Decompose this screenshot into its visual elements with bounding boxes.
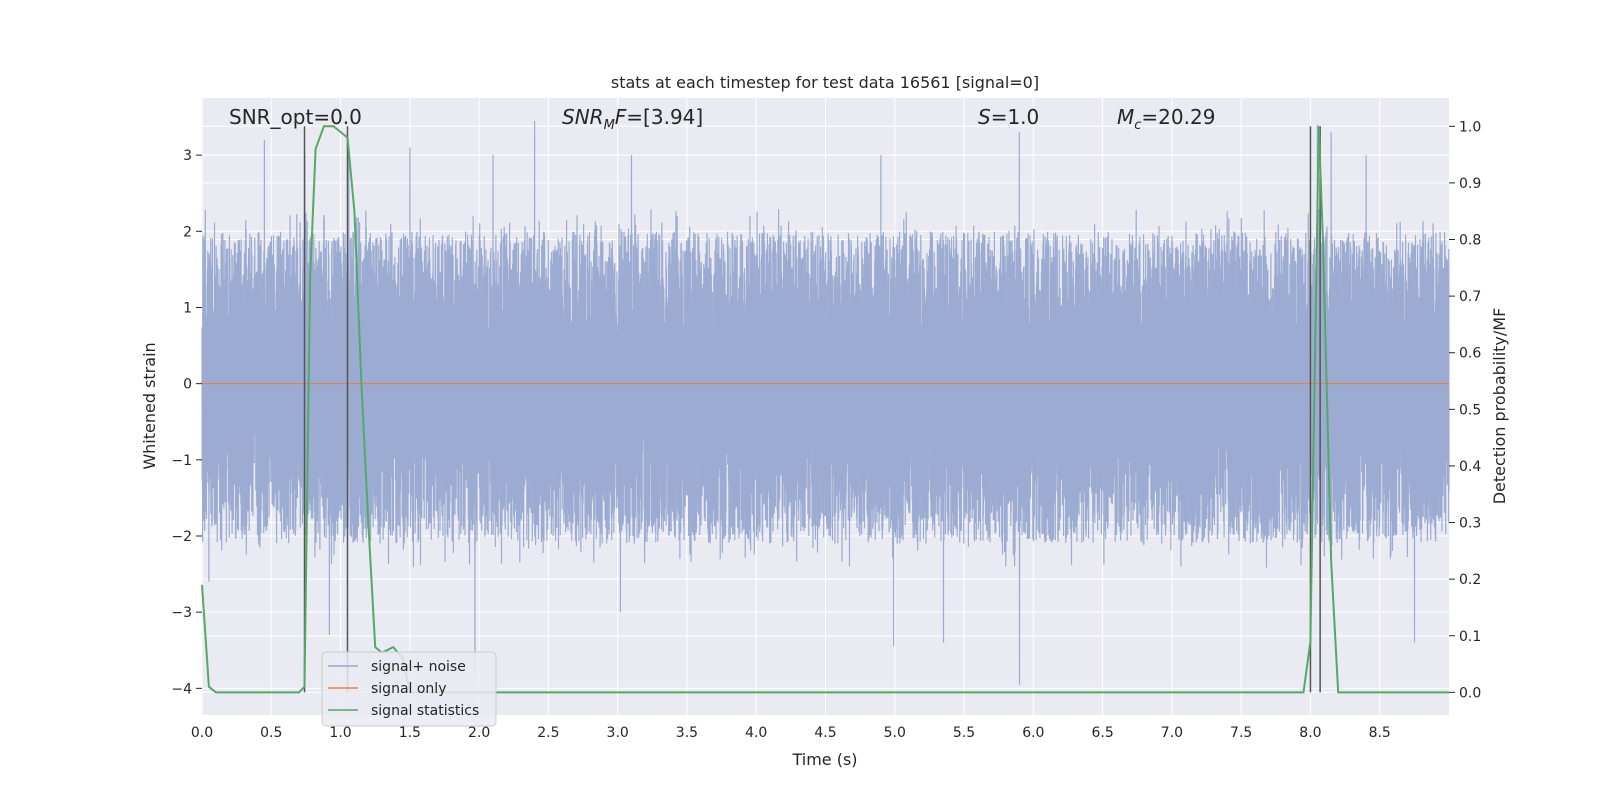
x-tick-label: 3.5 <box>676 725 698 741</box>
y2-tick-label: 0.6 <box>1459 346 1481 362</box>
x-tick-label: 6.0 <box>1022 725 1044 741</box>
y2-tick-label: 1.0 <box>1459 119 1481 135</box>
x-tick-label: 2.0 <box>468 725 490 741</box>
y2-tick-label: 0.0 <box>1459 685 1481 701</box>
legend-label-signal: signal only <box>371 681 446 697</box>
x-tick-label: 1.0 <box>329 725 351 741</box>
legend: signal+ noise signal only signal statist… <box>321 651 497 727</box>
x-tick-label: 0.5 <box>260 725 282 741</box>
y-axis-ticks: −4 −3 −2 −1 0 1 2 3 <box>171 148 202 697</box>
x-tick-label: 6.5 <box>1091 725 1113 741</box>
y-tick-label: −4 <box>171 681 192 697</box>
y-tick-label: 0 <box>183 377 192 393</box>
x-tick-label: 0.0 <box>191 725 213 741</box>
x-tick-label: 8.5 <box>1369 725 1391 741</box>
y-tick-label: 2 <box>183 224 192 240</box>
y2-tick-label: 0.1 <box>1459 629 1481 645</box>
chart-title: stats at each timestep for test data 165… <box>611 73 1039 92</box>
x-tick-label: 5.0 <box>884 725 906 741</box>
y-tick-label: 1 <box>183 300 192 316</box>
y2-tick-label: 0.7 <box>1459 289 1481 305</box>
annotation-snr-mf-value: =[3.94] <box>626 105 703 129</box>
y2-tick-label: 0.3 <box>1459 516 1481 532</box>
y-axis-label: Whitened strain <box>140 342 159 469</box>
signal-noise-series <box>201 120 1450 685</box>
x-tick-label: 7.5 <box>1230 725 1252 741</box>
y2-axis-ticks: 0.0 0.1 0.2 0.3 0.4 0.5 0.6 0.7 0.8 0.9 1.0 <box>1449 119 1481 701</box>
annotation-mc-value: =20.29 <box>1141 105 1215 129</box>
x-axis-ticks: 0.0 0.5 1.0 1.5 2.0 2.5 3.0 3.5 4.0 4.5 5.0 5.5 6.0 6… <box>191 725 1391 741</box>
annotation-mc: Mc=20.29 <box>1117 105 1215 133</box>
y2-tick-label: 0.8 <box>1459 233 1481 249</box>
y-tick-label: −1 <box>171 453 192 469</box>
y-tick-label: 3 <box>183 148 192 164</box>
signal-noise-line <box>201 120 1450 685</box>
x-tick-label: 7.0 <box>1161 725 1183 741</box>
legend-box <box>321 651 497 727</box>
x-tick-label: 8.0 <box>1299 725 1321 741</box>
y2-tick-label: 0.2 <box>1459 572 1481 588</box>
x-tick-label: 1.5 <box>399 725 421 741</box>
annotation-snr-mf: SNRMF=[3.94] <box>562 105 703 133</box>
annotation-s-value: =1.0 <box>991 105 1040 129</box>
annotation-s: S=1.0 <box>978 105 1039 129</box>
y2-tick-label: 0.5 <box>1459 402 1481 418</box>
x-tick-label: 2.5 <box>537 725 559 741</box>
legend-label-noise: signal+ noise <box>371 659 466 675</box>
y2-axis-label: Detection probability/MF <box>1490 308 1509 505</box>
y-tick-label: −2 <box>171 529 192 545</box>
legend-label-statistics: signal statistics <box>371 703 479 719</box>
annotation-snr-opt: SNR_opt=0.0 <box>229 105 362 129</box>
x-tick-label: 4.0 <box>745 725 767 741</box>
y2-tick-label: 0.9 <box>1459 176 1481 192</box>
x-tick-label: 3.0 <box>607 725 629 741</box>
x-axis-label: Time (s) <box>791 750 857 769</box>
x-tick-label: 4.5 <box>814 725 836 741</box>
y2-tick-label: 0.4 <box>1459 459 1481 475</box>
x-tick-label: 5.5 <box>953 725 975 741</box>
y-tick-label: −3 <box>171 605 192 621</box>
